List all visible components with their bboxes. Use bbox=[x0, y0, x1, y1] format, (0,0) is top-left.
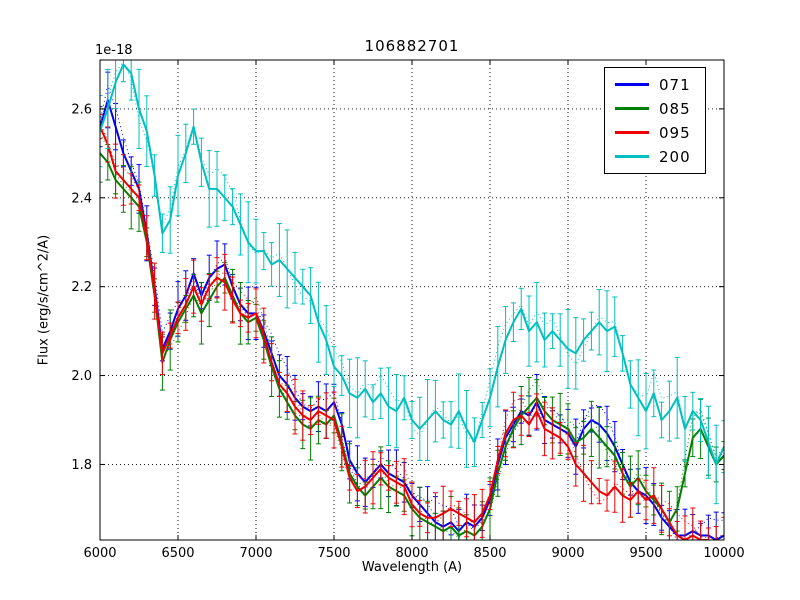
x-tick-label: 6500 bbox=[161, 546, 194, 561]
legend-label: 095 bbox=[659, 123, 691, 142]
y-tick-label: 2.6 bbox=[71, 102, 92, 117]
legend-entry-071: 071 bbox=[615, 75, 691, 94]
legend-line-swatch bbox=[615, 107, 649, 110]
legend-label: 085 bbox=[659, 99, 691, 118]
x-tick-label: 9000 bbox=[551, 546, 584, 561]
legend: 071 085 095 200 bbox=[604, 67, 706, 174]
legend-label: 071 bbox=[659, 75, 691, 94]
series-line-095 bbox=[100, 125, 711, 540]
y-tick-label: 2.4 bbox=[71, 191, 92, 206]
y-axis-label: Flux (erg/s/cm^2/A) bbox=[36, 234, 52, 366]
y-tick-label: 2.0 bbox=[71, 369, 92, 384]
x-tick-label: 7000 bbox=[239, 546, 272, 561]
series-group bbox=[100, 60, 724, 540]
x-tick-label: 9500 bbox=[629, 546, 662, 561]
x-tick-label: 8000 bbox=[395, 546, 428, 561]
series-line-dotted-095 bbox=[100, 121, 724, 539]
y-tick-label: 2.2 bbox=[71, 280, 92, 295]
chart-title: 106882701 bbox=[364, 37, 460, 55]
legend-line-swatch bbox=[615, 131, 649, 134]
legend-label: 200 bbox=[659, 147, 691, 166]
x-tick-label: 6000 bbox=[83, 546, 116, 561]
x-axis-label: Wavelength (A) bbox=[361, 560, 463, 575]
series-line-200 bbox=[100, 63, 724, 466]
x-tick-label: 10000 bbox=[703, 546, 744, 561]
y-tick-label: 1.8 bbox=[71, 458, 92, 473]
x-tick-label: 8500 bbox=[473, 546, 506, 561]
x-tick-label: 7500 bbox=[317, 546, 350, 561]
legend-entry-200: 200 bbox=[615, 147, 691, 166]
legend-line-swatch bbox=[615, 155, 649, 158]
y-axis-offset-label: 1e-18 bbox=[95, 43, 133, 58]
legend-line-swatch bbox=[615, 83, 649, 86]
legend-entry-095: 095 bbox=[615, 123, 691, 142]
legend-entry-085: 085 bbox=[615, 99, 691, 118]
